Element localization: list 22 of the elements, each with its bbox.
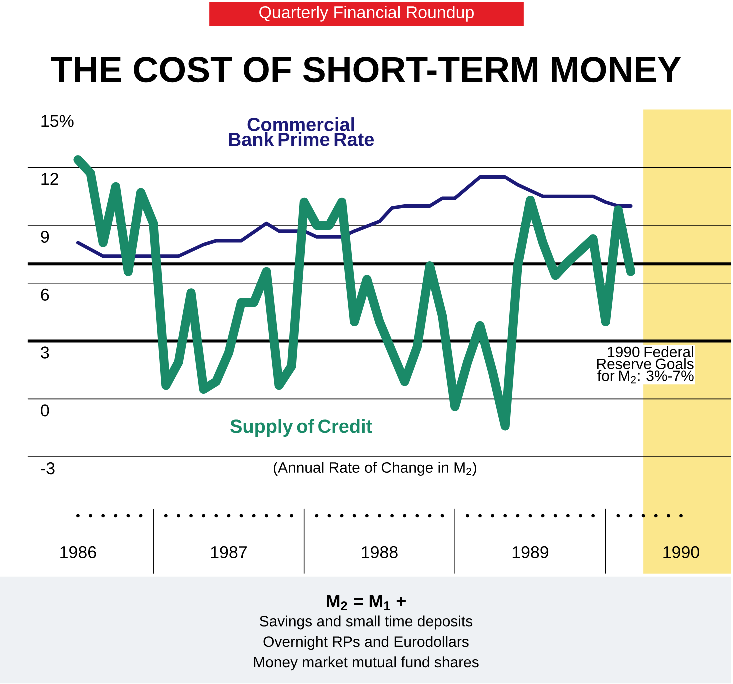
text: Commercial Bank Prime Rate	[229, 118, 374, 147]
x-tick-label: 1986	[60, 546, 96, 559]
chart-title: THE COST OF SHORT-TERM MONEY	[51, 57, 682, 83]
annotation: 1990 Federal Reserve Goals for M$_{2}$: 3%-7%	[597, 346, 694, 384]
text: Money market mutual fund shares	[254, 656, 479, 671]
text: Supply of Credit	[230, 419, 372, 438]
text: M$_{2}$ = M$_{1}$ +	[327, 595, 406, 611]
y-tick-label: 6	[41, 289, 50, 302]
x-tick-label: 1987	[211, 546, 247, 559]
y-tick-label: 3	[41, 347, 50, 360]
y-tick-label: 0	[41, 404, 50, 417]
text: Overnight RPs and Eurodollars	[264, 636, 469, 650]
y-tick-label: 9	[41, 231, 50, 244]
chart-subtitle: Quarterly Financial Roundup	[260, 6, 474, 22]
text: Savings and small time deposits	[260, 616, 473, 630]
y-tick-label: -3	[41, 462, 55, 475]
y-tick-label: 15%	[42, 115, 74, 128]
text: (Annual Rate of Change in M$_{2}$)	[274, 462, 476, 476]
x-tick-label: 1989	[512, 546, 549, 559]
x-tick-label: 1990	[664, 546, 700, 559]
x-tick-label: 1988	[362, 546, 398, 559]
y-tick-label: 12	[42, 173, 58, 186]
